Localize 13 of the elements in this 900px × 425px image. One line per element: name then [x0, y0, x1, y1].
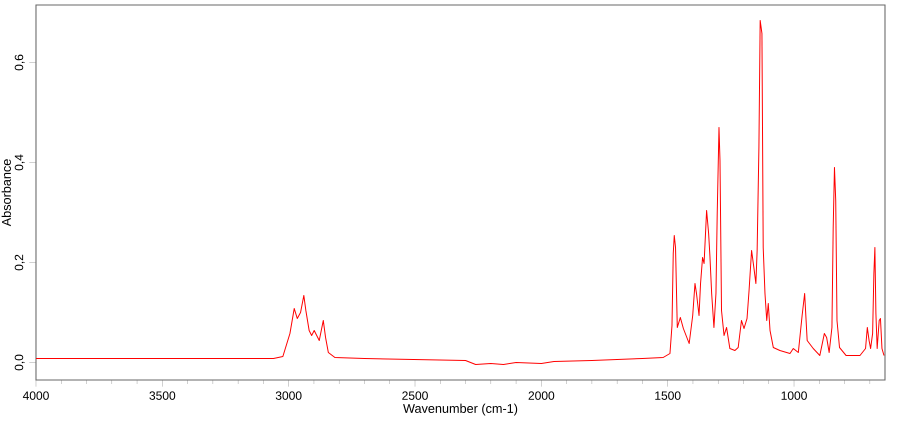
- x-tick-label: 1500: [655, 391, 681, 400]
- x-tick-label: 3500: [149, 391, 176, 400]
- y-tick-label: 0,4: [14, 154, 25, 170]
- x-axis-title: Wavenumber (cm-1): [403, 404, 518, 416]
- y-axis-title: Absorbance: [2, 159, 11, 226]
- x-tick-label: 1000: [782, 391, 807, 400]
- y-tick-label: 0,6: [14, 54, 25, 70]
- x-tick-label: 2000: [528, 391, 554, 400]
- y-tick-label: 0,2: [14, 254, 25, 270]
- x-tick-label: 3000: [276, 391, 302, 400]
- x-tick-label: 2500: [402, 391, 428, 400]
- x-tick-label: 4000: [22, 391, 49, 400]
- y-tick-label: 0,0: [14, 354, 25, 370]
